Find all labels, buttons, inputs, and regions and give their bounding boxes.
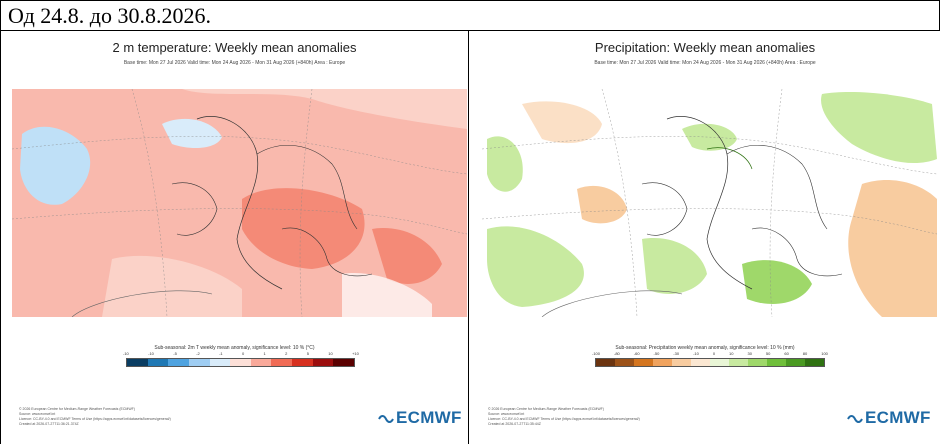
temperature-map-title: 2 m temperature: Weekly mean anomalies (112, 40, 357, 55)
colorbar-swatch (147, 359, 169, 366)
precipitation-colorbar-ticks: -100 -80 -60 -50 -30 -10 0 10 30 50 60 80 100 (592, 351, 828, 357)
colorbar-swatch (230, 359, 251, 366)
precipitation-map-title: Precipitation: Weekly mean anomalies (594, 40, 816, 55)
footer-line: © 2026 European Centre for Medium-Range … (488, 407, 604, 411)
colorbar-swatch (333, 359, 355, 366)
ecmwf-logo-icon (378, 414, 394, 423)
footer-line: Licence: CC-BY-4.0 and ECMWF Terms of Us… (488, 417, 640, 421)
colorbar-swatch (786, 359, 805, 366)
footer-line: Created at 2026-07-27T11:36:21.374Z (19, 422, 79, 426)
ecmwf-logo-text: ECMWF (865, 408, 931, 427)
colorbar-swatch (710, 359, 729, 366)
colorbar-swatch (691, 359, 710, 366)
colorbar-swatch (672, 359, 691, 366)
colorbar-tick-label: 1 (263, 351, 266, 356)
ecmwf-logo-text: ECMWF (396, 408, 462, 427)
temperature-map-subtitle: Base time: Mon 27 Jul 2026 Valid time: M… (123, 60, 346, 66)
colorbar-swatch (168, 359, 189, 366)
colorbar-swatch (596, 359, 615, 366)
colorbar-swatch (271, 359, 293, 366)
colorbar-swatch (250, 359, 272, 366)
precipitation-panel: Precipitation: Weekly mean anomalies Bas… (470, 31, 940, 444)
page-title: Од 24.8. до 30.8.2026. (8, 3, 211, 28)
colorbar-tick-label: +10 (352, 351, 359, 356)
colorbar-tick-label: 100 (821, 351, 828, 356)
colorbar-tick-label: 60 (784, 351, 789, 356)
footer-line: Licence: CC-BY-4.0 and ECMWF Terms of Us… (19, 417, 171, 421)
colorbar-tick-label: 5 (306, 351, 309, 356)
colorbar-tick-label: 80 (802, 351, 808, 356)
colorbar-swatch (188, 359, 210, 366)
ecmwf-logo-icon (847, 414, 863, 423)
colorbar-swatch (729, 359, 748, 366)
temperature-colorbar-caption: Sub-seasonal: 2m T weekly mean anomaly, … (154, 345, 315, 351)
colorbar-tick-label: 2 (285, 351, 288, 356)
colorbar-tick-label: -10 (693, 351, 699, 356)
colorbar-swatch (748, 359, 767, 366)
precipitation-anomaly-map (482, 89, 937, 317)
colorbar-tick-label: -100 (592, 351, 601, 356)
colorbar-tick-label: 10 (729, 351, 734, 356)
colorbar-swatch (209, 359, 231, 366)
colorbar-tick-label: -80 (614, 351, 620, 356)
colorbar-swatch (615, 359, 634, 366)
temperature-footer: © 2026 European Centre for Medium-Range … (19, 407, 219, 427)
colorbar-swatch (312, 359, 334, 366)
precipitation-footer: © 2026 European Centre for Medium-Range … (488, 407, 688, 427)
colorbar-tick-label: 30 (747, 351, 752, 356)
temperature-colorbar-ticks: -10 -10 -5 -2 -1 0 1 2 5 10 +10 (123, 351, 359, 357)
colorbar-tick-label: 0 (712, 351, 716, 356)
colorbar-tick-label: -10 (123, 351, 129, 356)
precipitation-colorbar (595, 358, 825, 367)
colorbar-tick-label: -5 (173, 351, 177, 356)
header-bar: Од 24.8. до 30.8.2026. (0, 0, 940, 31)
colorbar-tick-label: 50 (765, 351, 771, 356)
colorbar-tick-label: -60 (633, 351, 640, 356)
footer-line: Created at 2026-07-27T11:35:44Z (488, 422, 541, 426)
colorbar-tick-label: -30 (673, 351, 680, 356)
colorbar-tick-label: -50 (653, 351, 660, 356)
ecmwf-logo: ECMWF (378, 408, 462, 428)
colorbar-tick-label: -1 (219, 351, 223, 356)
footer-line: © 2026 European Centre for Medium-Range … (19, 407, 135, 411)
footer-line: Source: www.ecmwf.int (19, 412, 56, 416)
footer-line: Source: www.ecmwf.int (488, 412, 525, 416)
colorbar-tick-label: -2 (196, 351, 200, 356)
temperature-panel: 2 m temperature: Weekly mean anomalies B… (0, 31, 469, 444)
colorbar-swatch (805, 359, 824, 366)
colorbar-swatch (653, 359, 672, 366)
precipitation-map-subtitle: Base time: Mon 27 Jul 2026 Valid time: M… (594, 60, 816, 66)
precipitation-colorbar-caption: Sub-seasonal: Precipitation weekly mean … (615, 345, 795, 351)
colorbar-tick-label: -10 (148, 351, 154, 356)
temperature-colorbar (126, 358, 355, 367)
colorbar-tick-label: 10 (328, 351, 333, 356)
colorbar-tick-label: 0 (241, 351, 245, 356)
colorbar-swatch (127, 359, 148, 366)
colorbar-swatch (634, 359, 653, 366)
ecmwf-logo: ECMWF (847, 408, 931, 428)
colorbar-swatch (767, 359, 786, 366)
colorbar-swatch (292, 359, 313, 366)
temperature-anomaly-map (12, 89, 467, 317)
